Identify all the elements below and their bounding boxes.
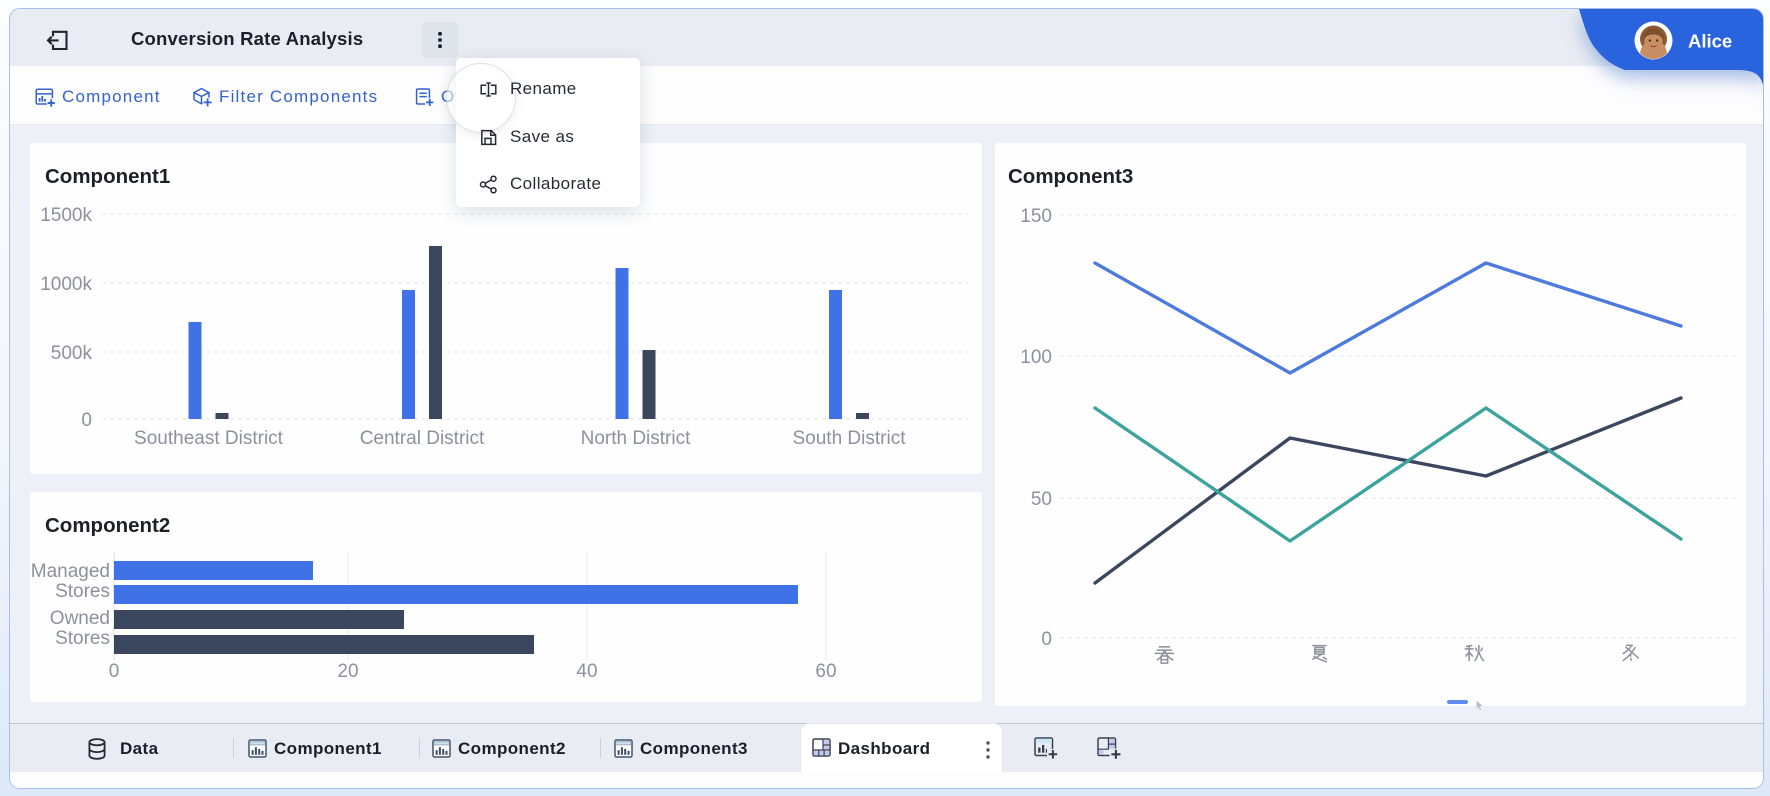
svg-text:South District: South District — [793, 428, 907, 449]
svg-text:Stores: Stores — [55, 628, 110, 649]
svg-text:20: 20 — [337, 661, 358, 682]
svg-text:100: 100 — [1020, 347, 1052, 368]
svg-text:Managed: Managed — [31, 561, 110, 582]
svg-text:Component1: Component1 — [45, 165, 170, 188]
svg-text:Owned: Owned — [50, 608, 110, 629]
svg-text:Component2: Component2 — [45, 514, 170, 537]
svg-text:North District: North District — [581, 428, 692, 449]
svg-text:150: 150 — [1020, 206, 1052, 227]
svg-text:50: 50 — [1031, 489, 1052, 510]
svg-text:Stores: Stores — [55, 581, 110, 602]
svg-text:40: 40 — [576, 661, 597, 682]
svg-text:Central District: Central District — [360, 428, 485, 449]
svg-text:Southeast District: Southeast District — [134, 428, 284, 449]
svg-text:0: 0 — [1041, 629, 1052, 650]
svg-text:500k: 500k — [51, 343, 93, 364]
svg-text:1000k: 1000k — [40, 274, 92, 295]
svg-text:Alice: Alice — [1688, 31, 1732, 52]
svg-text:Component3: Component3 — [1008, 165, 1133, 188]
svg-text:0: 0 — [81, 410, 92, 431]
svg-text:0: 0 — [109, 661, 120, 682]
svg-text:1500k: 1500k — [40, 205, 92, 226]
svg-text:60: 60 — [815, 661, 836, 682]
